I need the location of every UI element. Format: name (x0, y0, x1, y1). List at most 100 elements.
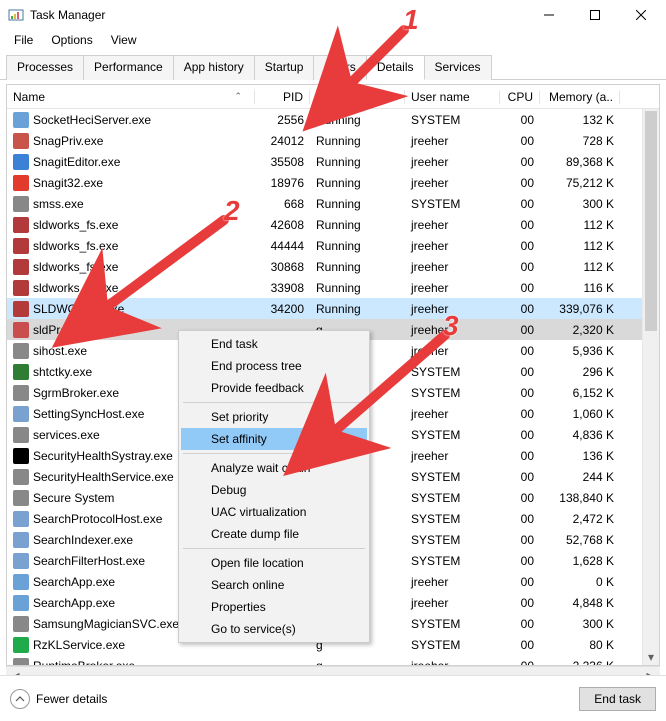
process-icon (13, 385, 29, 401)
process-name-cell: SLDWORKS.exe (7, 301, 255, 317)
process-icon (13, 427, 29, 443)
ctx-item-end-task[interactable]: End task (181, 333, 367, 355)
minimize-button[interactable] (526, 0, 572, 30)
process-name-label: sldworks_fs.exe (33, 281, 118, 295)
ctx-item-uac-virtualization[interactable]: UAC virtualization (181, 501, 367, 523)
process-icon (13, 616, 29, 632)
cell-user: jreeher (405, 407, 500, 421)
cell-status: Running (310, 260, 405, 274)
cell-user: jreeher (405, 575, 500, 589)
column-header-mem[interactable]: Memory (a.. (540, 90, 620, 104)
column-header-pid[interactable]: PID (255, 90, 310, 104)
ctx-item-create-dump-file[interactable]: Create dump file (181, 523, 367, 545)
scroll-down-icon[interactable]: ▾ (643, 648, 659, 665)
cell-mem: 2,236 K (540, 659, 620, 666)
cell-pid: 2556 (255, 113, 310, 127)
table-row[interactable]: sldworks_fs.exe42608Runningjreeher00112 … (7, 214, 659, 235)
maximize-button[interactable] (572, 0, 618, 30)
ctx-item-properties[interactable]: Properties (181, 596, 367, 618)
cell-cpu: 00 (500, 554, 540, 568)
cell-status: Running (310, 113, 405, 127)
process-name-label: Secure System (33, 491, 114, 505)
end-task-button[interactable]: End task (579, 687, 656, 711)
table-row[interactable]: sldworks_fs.exe30868Runningjreeher00112 … (7, 256, 659, 277)
ctx-item-set-priority[interactable]: Set priority (181, 406, 367, 428)
scroll-thumb[interactable] (645, 111, 657, 331)
process-name-cell: RuntimeBroker.exe (7, 658, 255, 666)
cell-mem: 136 K (540, 449, 620, 463)
close-button[interactable] (618, 0, 664, 30)
ctx-item-provide-feedback[interactable]: Provide feedback (181, 377, 367, 399)
tab-startup[interactable]: Startup (254, 55, 315, 80)
tab-details[interactable]: Details (366, 55, 425, 80)
ctx-item-set-affinity[interactable]: Set affinity (181, 428, 367, 450)
process-name-label: SearchApp.exe (33, 575, 115, 589)
table-row[interactable]: SnagitEditor.exe35508Runningjreeher0089,… (7, 151, 659, 172)
cell-mem: 339,076 K (540, 302, 620, 316)
cell-user: jreeher (405, 344, 500, 358)
process-name-label: RuntimeBroker.exe (33, 659, 135, 666)
process-name-cell: sldworks_fs.exe (7, 238, 255, 254)
ctx-item-analyze-wait-chain[interactable]: Analyze wait chain (181, 457, 367, 479)
table-row[interactable]: SnagPriv.exe24012Runningjreeher00728 K (7, 130, 659, 151)
process-name-label: services.exe (33, 428, 100, 442)
process-name-label: sldProcMon.exe (33, 323, 119, 337)
ctx-separator (183, 402, 365, 403)
table-row[interactable]: sldworks_fs.exe33908Runningjreeher00116 … (7, 277, 659, 298)
column-header-name[interactable]: Name⌃ (7, 90, 255, 104)
ctx-item-open-file-location[interactable]: Open file location (181, 552, 367, 574)
column-header-user[interactable]: User name (405, 90, 500, 104)
cell-cpu: 00 (500, 491, 540, 505)
process-name-cell: SnagitEditor.exe (7, 154, 255, 170)
menu-view[interactable]: View (103, 31, 145, 49)
context-menu[interactable]: End taskEnd process treeProvide feedback… (178, 330, 370, 643)
process-name-cell: SocketHeciServer.exe (7, 112, 255, 128)
cell-cpu: 00 (500, 260, 540, 274)
cell-pid: 30868 (255, 260, 310, 274)
cell-mem: 138,840 K (540, 491, 620, 505)
ctx-item-go-to-service-s-[interactable]: Go to service(s) (181, 618, 367, 640)
ctx-item-debug[interactable]: Debug (181, 479, 367, 501)
tab-performance[interactable]: Performance (83, 55, 174, 80)
process-icon (13, 112, 29, 128)
tab-app-history[interactable]: App history (173, 55, 255, 80)
process-name-label: sldworks_fs.exe (33, 239, 118, 253)
cell-status: Running (310, 218, 405, 232)
cell-user: SYSTEM (405, 617, 500, 631)
cell-mem: 116 K (540, 281, 620, 295)
cell-status: Running (310, 134, 405, 148)
fewer-details-label: Fewer details (36, 692, 107, 706)
process-name-label: SnagitEditor.exe (33, 155, 120, 169)
cell-status: Running (310, 281, 405, 295)
cell-cpu: 00 (500, 596, 540, 610)
ctx-item-search-online[interactable]: Search online (181, 574, 367, 596)
process-name-label: smss.exe (33, 197, 84, 211)
cell-mem: 300 K (540, 197, 620, 211)
cell-cpu: 00 (500, 197, 540, 211)
table-row[interactable]: sldworks_fs.exe44444Runningjreeher00112 … (7, 235, 659, 256)
tab-services[interactable]: Services (424, 55, 492, 80)
vertical-scrollbar[interactable]: ▴ ▾ (642, 109, 659, 665)
tab-users[interactable]: Users (313, 55, 366, 80)
column-header-status[interactable]: Status (310, 90, 405, 104)
fewer-details-button[interactable]: Fewer details (10, 689, 107, 709)
cell-mem: 132 K (540, 113, 620, 127)
cell-status: Running (310, 239, 405, 253)
table-row[interactable]: SocketHeciServer.exe2556RunningSYSTEM001… (7, 109, 659, 130)
menu-options[interactable]: Options (43, 31, 100, 49)
tab-processes[interactable]: Processes (6, 55, 84, 80)
menu-file[interactable]: File (6, 31, 41, 49)
cell-mem: 728 K (540, 134, 620, 148)
cell-mem: 112 K (540, 239, 620, 253)
cell-cpu: 00 (500, 134, 540, 148)
table-row[interactable]: smss.exe668RunningSYSTEM00300 K (7, 193, 659, 214)
table-row[interactable]: RuntimeBroker.exegjreeher002,236 K (7, 655, 659, 665)
window-title: Task Manager (30, 8, 526, 22)
ctx-item-end-process-tree[interactable]: End process tree (181, 355, 367, 377)
table-row[interactable]: Snagit32.exe18976Runningjreeher0075,212 … (7, 172, 659, 193)
process-name-label: SettingSyncHost.exe (33, 407, 144, 421)
table-row[interactable]: SLDWORKS.exe34200Runningjreeher00339,076… (7, 298, 659, 319)
column-header-cpu[interactable]: CPU (500, 90, 540, 104)
cell-cpu: 00 (500, 176, 540, 190)
process-name-label: SgrmBroker.exe (33, 386, 119, 400)
